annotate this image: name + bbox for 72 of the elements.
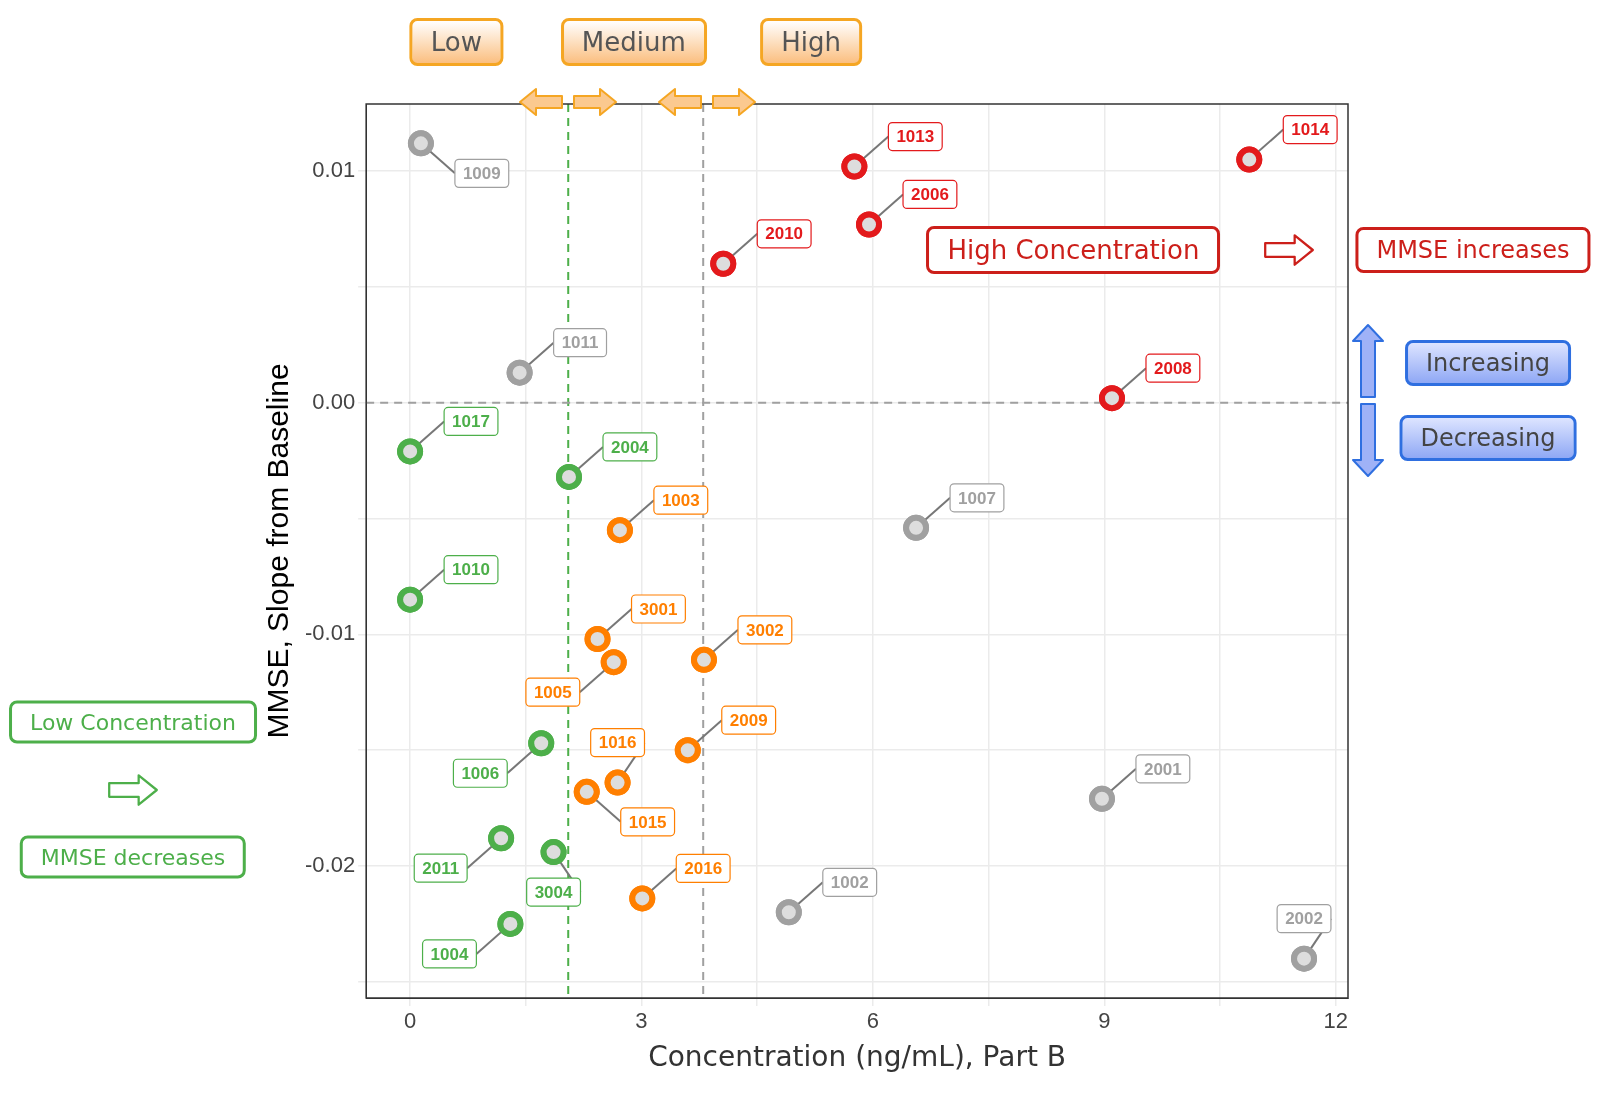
text: 1002	[830, 872, 869, 892]
text: 3002	[745, 620, 784, 640]
point	[397, 586, 424, 613]
point	[629, 885, 656, 912]
point	[506, 359, 533, 386]
text: 1017	[452, 412, 490, 432]
point	[606, 517, 633, 544]
point	[604, 769, 631, 796]
text: 1006	[461, 763, 500, 783]
point	[841, 153, 868, 180]
text: 1014	[1291, 120, 1330, 140]
y-tick-label: -0.02	[304, 852, 356, 878]
text: High	[760, 18, 863, 66]
text: 1010	[452, 560, 490, 580]
text: 2006	[911, 185, 949, 205]
text: Medium	[560, 18, 707, 66]
point	[407, 130, 434, 157]
text: MMSE decreases	[19, 835, 247, 879]
text: 1007	[958, 488, 996, 508]
series-label: 3004	[534, 882, 574, 902]
series-label: 2002	[1285, 909, 1323, 929]
text: 1013	[896, 127, 935, 147]
text: 2008	[1153, 358, 1192, 378]
point	[1088, 785, 1115, 812]
point	[584, 626, 611, 653]
point	[690, 646, 717, 673]
x-tick-label: 6	[866, 1008, 880, 1034]
text: 1004	[430, 944, 469, 964]
y-tick-label: 0.01	[312, 157, 356, 183]
text: 3001	[639, 599, 678, 619]
text: 1015	[628, 812, 667, 832]
text: 2016	[684, 859, 723, 879]
x-axis-title: Concentration (ng/mL), Part B	[648, 1040, 1066, 1074]
text: 2004	[610, 437, 650, 457]
text: 2001	[1143, 759, 1182, 779]
x-tick-label: 12	[1323, 1008, 1348, 1034]
text: 2011	[422, 858, 460, 878]
point	[1291, 945, 1318, 972]
y-tick-label: 0.00	[312, 388, 356, 414]
point	[497, 910, 524, 937]
text: Low Concentration	[9, 700, 257, 744]
point	[903, 514, 930, 541]
text: Low	[409, 18, 503, 66]
annotation: High Concentration	[926, 225, 1221, 274]
point	[856, 211, 883, 238]
y-tick-label: -0.01	[304, 620, 356, 646]
y-axis-title: MMSE, Slope from Baseline	[261, 363, 295, 739]
point	[397, 438, 424, 465]
text: 2010	[765, 224, 804, 244]
text: 2009	[729, 710, 768, 730]
series-label: 1016	[598, 733, 637, 753]
x-tick-label: 0	[403, 1008, 417, 1034]
text: 1009	[462, 164, 501, 184]
point	[555, 463, 582, 490]
point	[488, 825, 515, 852]
point	[674, 737, 701, 764]
x-tick-label: 3	[635, 1008, 648, 1034]
text: MMSE increases	[1355, 226, 1591, 273]
text: 1005	[533, 682, 572, 702]
text: 1011	[561, 333, 599, 353]
text: Decreasing	[1399, 414, 1577, 461]
text: 1003	[661, 490, 700, 510]
point	[540, 839, 567, 866]
text: Increasing	[1405, 340, 1571, 387]
point	[775, 899, 802, 926]
point	[573, 778, 600, 805]
point	[710, 250, 737, 277]
point	[1236, 146, 1263, 173]
point	[528, 730, 555, 757]
point	[600, 649, 627, 676]
point	[1098, 385, 1125, 412]
x-tick-label: 9	[1098, 1008, 1111, 1034]
